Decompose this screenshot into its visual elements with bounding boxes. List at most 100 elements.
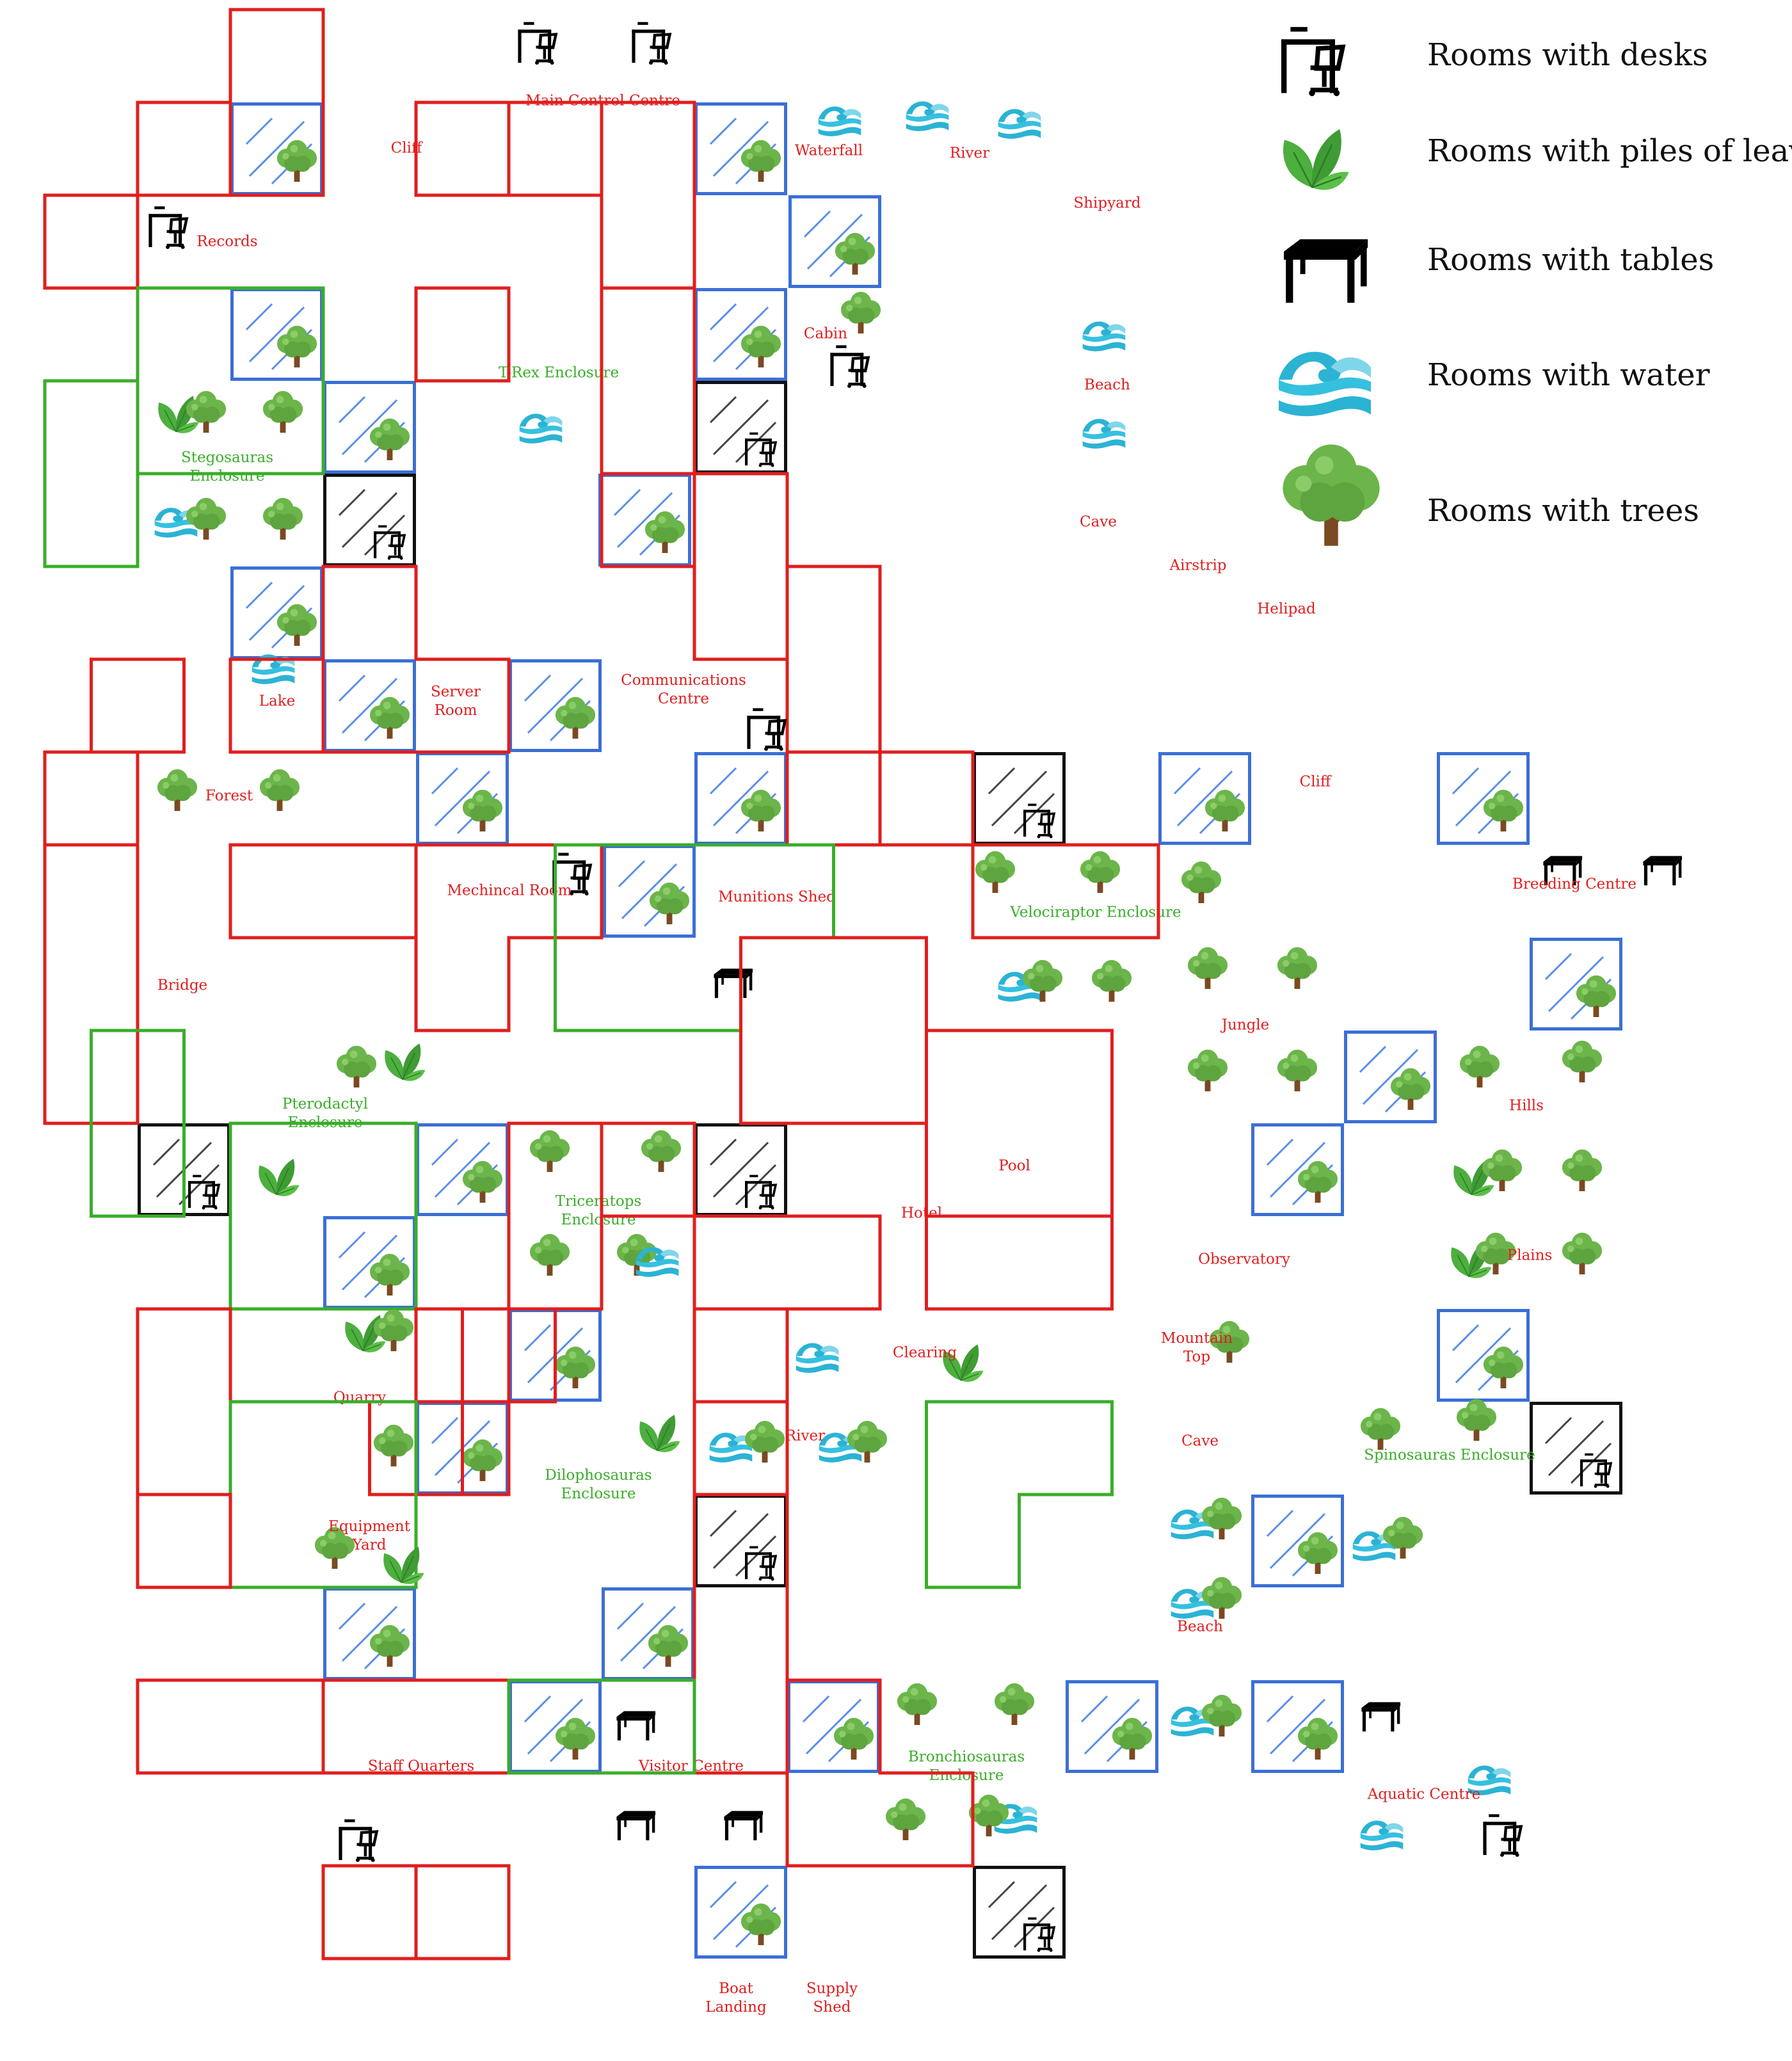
- tree-icon: [370, 1421, 417, 1468]
- tree-icon: [1456, 1042, 1503, 1089]
- corridor-cell: [1251, 1680, 1344, 1773]
- tree-icon: [259, 387, 307, 435]
- tree-icon: [459, 1436, 506, 1483]
- tree-icon: [637, 1127, 685, 1174]
- room-label: Waterfall: [794, 142, 863, 159]
- room-label: Communications Centre: [621, 672, 746, 707]
- tree-icon: [1201, 786, 1249, 833]
- room-label: Records: [196, 233, 258, 250]
- room-label: Hills: [1509, 1097, 1544, 1114]
- tree-icon: [333, 1042, 380, 1089]
- tree-icon: [526, 1127, 573, 1174]
- tree-icon: [1294, 1714, 1341, 1761]
- tree-icon: [1294, 1528, 1341, 1576]
- closed-desk-cell: [138, 1123, 230, 1216]
- table-icon: [1357, 1694, 1404, 1741]
- desk-icon: [826, 342, 873, 390]
- room-label: Airstrip: [1169, 557, 1227, 574]
- tree-icon: [273, 600, 321, 648]
- corridor-cell: [416, 1123, 509, 1216]
- room-label: Dilophosauras Enclosure: [545, 1467, 652, 1502]
- desk-icon: [741, 1173, 780, 1211]
- tree-icon: [1357, 1404, 1404, 1452]
- room-label: Mountain Top: [1160, 1330, 1233, 1365]
- legend-label: Rooms with trees: [1427, 493, 1699, 529]
- tree-icon: [1274, 1046, 1321, 1093]
- room-label: Cliff: [390, 140, 422, 157]
- tree-icon: [1019, 956, 1066, 1004]
- corridor-cell: [230, 102, 323, 195]
- water-icon: [1080, 407, 1128, 454]
- room-label: Plains: [1507, 1247, 1553, 1264]
- leaves-icon: [634, 1408, 681, 1456]
- room-label: Main Control Centre: [525, 92, 680, 109]
- tree-icon: [1480, 1343, 1527, 1390]
- room-label: Shipyard: [1073, 195, 1141, 212]
- closed-desk-cell: [694, 381, 787, 474]
- legend-row-water: Rooms with water: [1267, 326, 1779, 422]
- corridor-cell: [1158, 752, 1251, 845]
- table-icon: [1274, 221, 1376, 323]
- room-label: Staff Quarters: [367, 1758, 475, 1775]
- tree-icon: [830, 1714, 877, 1761]
- room-label: Forest: [205, 787, 253, 805]
- tree-icon: [1198, 1573, 1245, 1621]
- desk-icon: [144, 204, 191, 251]
- table-icon: [612, 1703, 659, 1750]
- corridor-cell: [694, 102, 787, 195]
- leaves-icon: [1274, 118, 1350, 195]
- tree-icon: [1472, 1229, 1519, 1276]
- room-label: T-Rex Enclosure: [498, 364, 620, 381]
- corridor-cell: [1066, 1680, 1158, 1773]
- tree-icon: [370, 1306, 417, 1353]
- table-icon: [1638, 847, 1686, 895]
- tree-icon: [965, 1791, 1012, 1838]
- room-label: Mechincal Room: [447, 882, 572, 899]
- room-label: River: [949, 145, 990, 162]
- room-label: Cliff: [1299, 773, 1331, 790]
- legend-label: Rooms with water: [1427, 357, 1710, 393]
- tree-icon: [1274, 943, 1321, 991]
- tree-icon: [256, 766, 303, 813]
- water-icon: [1358, 1809, 1405, 1856]
- room-label: Server Room: [431, 684, 481, 719]
- tree-icon: [154, 766, 201, 813]
- water-icon: [816, 95, 863, 142]
- tree-icon: [844, 1417, 891, 1464]
- tree-icon: [1198, 1494, 1245, 1541]
- water-icon: [517, 402, 564, 449]
- leaves-icon: [379, 1037, 426, 1084]
- room-label: Visitor Centre: [639, 1758, 744, 1775]
- corridor-cell: [1344, 1030, 1437, 1123]
- desk-icon: [334, 1816, 381, 1864]
- tree-icon: [182, 494, 230, 541]
- corridor-cell: [323, 659, 416, 752]
- tree-icon: [1076, 847, 1124, 895]
- room-label: Triceratops Enclosure: [555, 1193, 642, 1228]
- room-label: Cabin: [803, 325, 848, 342]
- table-icon: [719, 1802, 767, 1850]
- corridor-cell: [694, 288, 787, 381]
- tree-icon: [366, 693, 413, 741]
- desk-icon: [741, 430, 780, 469]
- tree-icon: [526, 1230, 573, 1278]
- tree-icon: [1198, 1691, 1245, 1738]
- room-label: Cave: [1080, 513, 1117, 531]
- tree-icon: [1387, 1064, 1434, 1112]
- tree-icon: [1558, 1146, 1606, 1193]
- legend-row-tables: Rooms with tables: [1267, 218, 1779, 303]
- tree-icon: [641, 508, 689, 555]
- tree-icon: [831, 229, 879, 277]
- corridor-cell: [509, 1680, 602, 1773]
- tree-icon: [273, 136, 321, 184]
- corridor-cell: [509, 1309, 602, 1402]
- water-icon: [794, 1331, 841, 1379]
- table-icon: [709, 960, 756, 1007]
- closed-desk-cell: [694, 1495, 787, 1587]
- room-label: Boat Landing: [705, 1980, 767, 2016]
- table-icon: [612, 1802, 659, 1850]
- desk-icon: [184, 1173, 223, 1211]
- legend-row-trees: Rooms with trees: [1267, 435, 1779, 557]
- tree-icon: [972, 847, 1019, 895]
- corridor-cell: [598, 474, 691, 566]
